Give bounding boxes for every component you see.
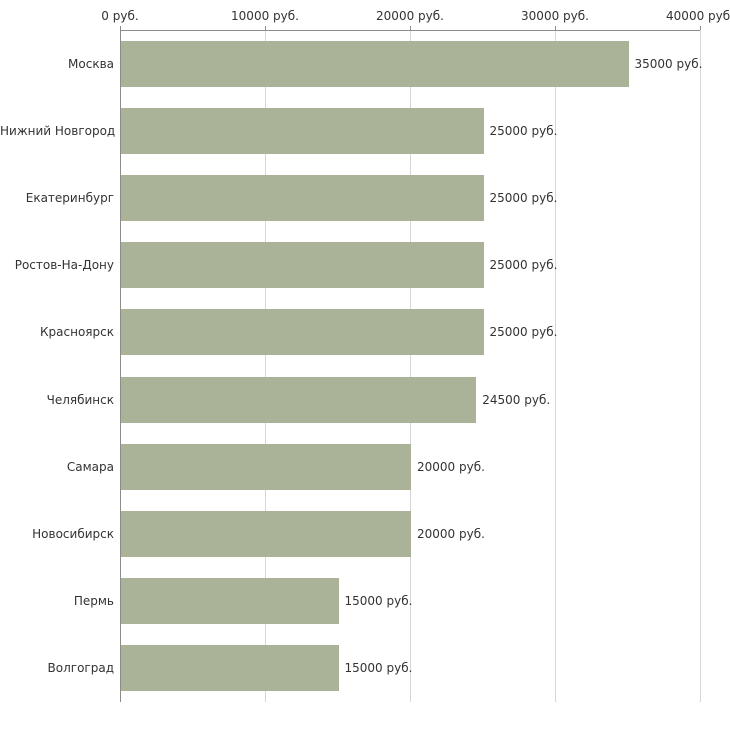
value-label: 25000 руб.: [489, 325, 558, 340]
category-label: Нижний Новгород: [0, 123, 116, 138]
x-axis-tick-label: 30000 руб.: [521, 9, 589, 23]
bar: [121, 511, 411, 557]
bar: [121, 175, 484, 221]
category-label: Волгоград: [47, 661, 114, 676]
y-axis-line: [120, 30, 121, 702]
value-label: 25000 руб.: [489, 258, 558, 273]
x-axis-tick: [410, 26, 411, 30]
value-label: 24500 руб.: [482, 392, 551, 407]
x-axis-tick-label: 0 руб.: [101, 9, 139, 23]
x-axis-tick-label: 20000 руб.: [376, 9, 444, 23]
bar: [121, 376, 477, 423]
bar: [121, 107, 484, 154]
value-label: 15000 руб.: [344, 594, 413, 609]
bar: [121, 309, 484, 356]
category-label: Красноярск: [40, 325, 114, 340]
category-label: Самара: [66, 459, 114, 474]
value-label: 25000 руб.: [489, 191, 558, 205]
bar: [121, 40, 629, 87]
value-label: 20000 руб.: [417, 527, 485, 541]
bar: [121, 242, 484, 289]
x-axis-tick-label: 10000 руб.: [231, 9, 299, 23]
x-axis-tick: [120, 26, 121, 30]
bar: [121, 443, 411, 490]
gridline: [410, 30, 411, 702]
x-axis-tick-label: 40000 руб.: [666, 9, 730, 23]
category-label: Новосибирск: [32, 527, 114, 541]
x-axis-line: [120, 30, 700, 31]
x-axis-tick: [265, 26, 266, 30]
bar: [121, 645, 339, 692]
value-label: 25000 руб.: [489, 123, 558, 138]
value-label: 35000 руб.: [634, 56, 703, 71]
bar: [121, 578, 339, 625]
gridline: [700, 30, 701, 702]
category-label: Москва: [68, 56, 114, 71]
gridline: [265, 30, 266, 702]
category-label: Пермь: [73, 594, 114, 609]
x-axis-tick: [555, 26, 556, 30]
gridline: [555, 30, 556, 702]
value-label: 20000 руб.: [417, 459, 485, 474]
value-label: 15000 руб.: [344, 661, 413, 676]
category-label: Челябинск: [46, 392, 114, 407]
category-label: Ростов-На-Дону: [14, 258, 114, 273]
x-axis-tick: [700, 26, 701, 30]
category-label: Екатеринбург: [25, 191, 114, 205]
